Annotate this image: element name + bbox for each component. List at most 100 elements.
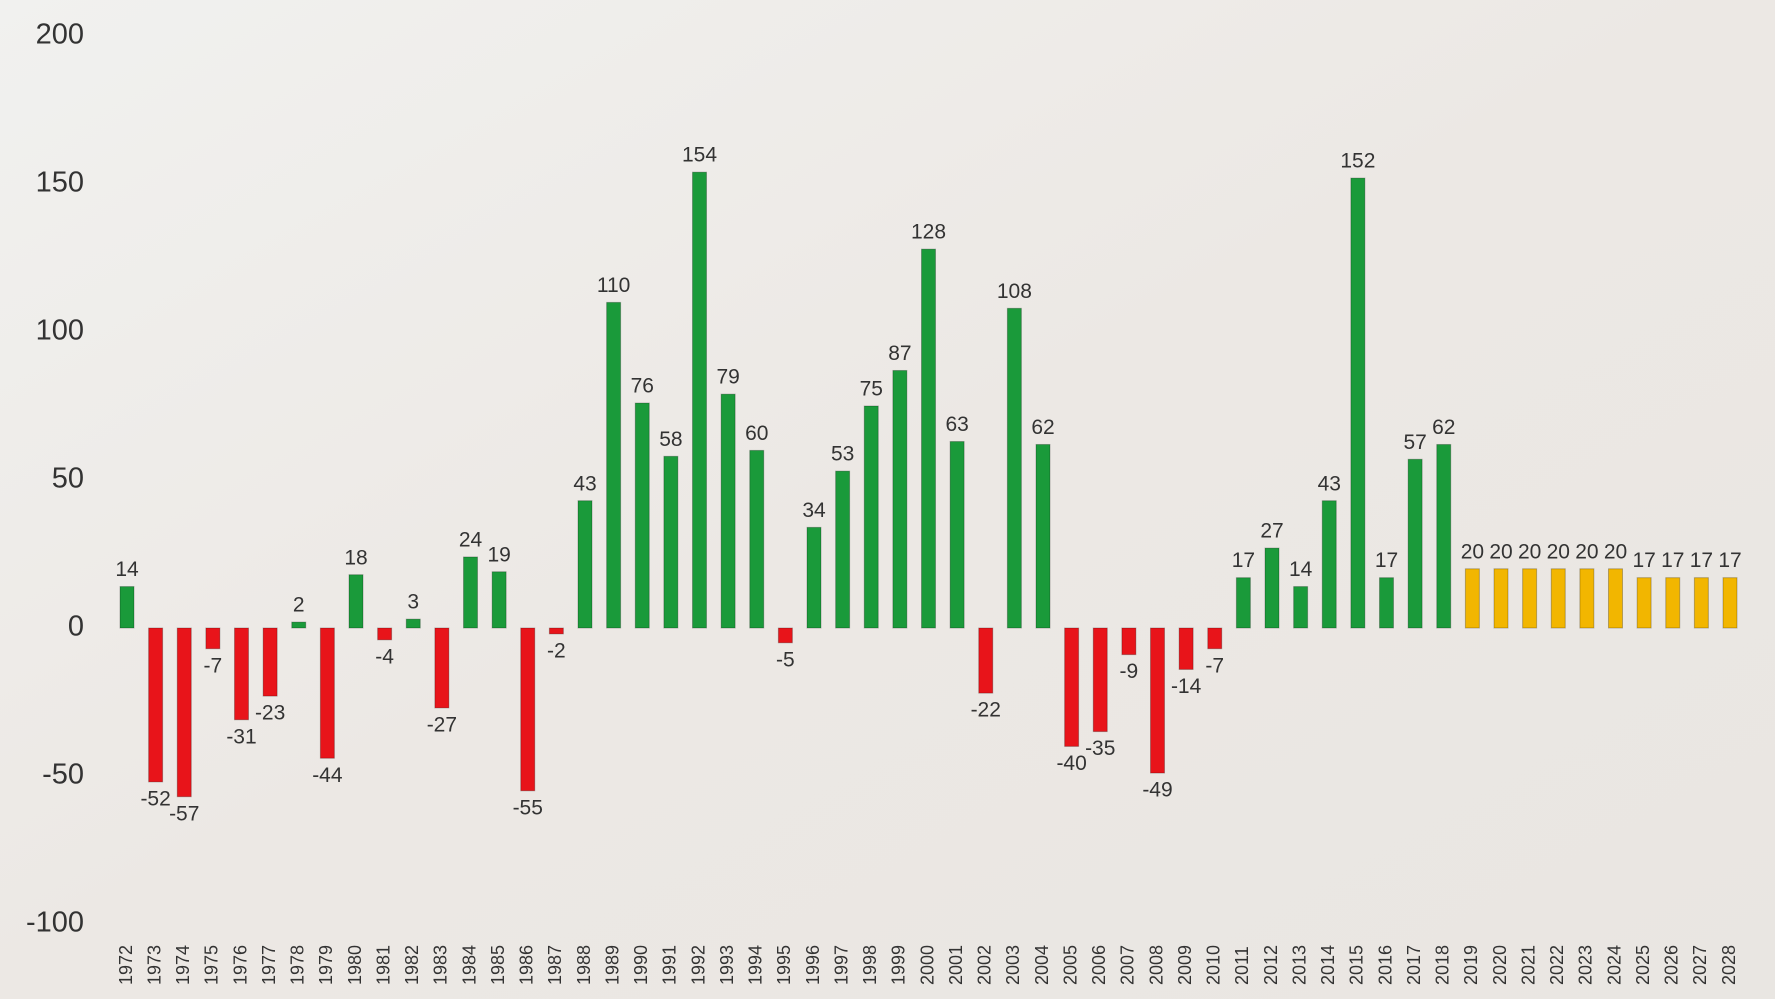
bar bbox=[892, 369, 908, 629]
value-label: 2 bbox=[293, 594, 305, 617]
value-label: 17 bbox=[1375, 549, 1398, 572]
x-tick-label: 1994 bbox=[746, 945, 766, 985]
x-tick-label: 1988 bbox=[574, 945, 594, 985]
bar bbox=[1150, 627, 1165, 774]
x-tick-label: 2008 bbox=[1146, 945, 1166, 985]
x-tick-label: 2000 bbox=[917, 945, 937, 985]
x-tick-label: 2009 bbox=[1175, 945, 1195, 985]
value-label: 14 bbox=[115, 558, 139, 581]
bar bbox=[577, 500, 593, 629]
bar bbox=[1407, 458, 1423, 629]
x-tick-label: 2003 bbox=[1003, 945, 1023, 985]
value-label: -7 bbox=[1205, 654, 1224, 677]
bar bbox=[1350, 177, 1366, 629]
bar bbox=[777, 627, 793, 644]
x-tick-label: 2024 bbox=[1604, 945, 1624, 985]
value-label: 20 bbox=[1489, 540, 1512, 563]
value-label: 43 bbox=[1318, 472, 1341, 495]
x-tick-label: 2016 bbox=[1375, 945, 1395, 985]
value-label: 62 bbox=[1432, 416, 1455, 439]
x-tick-label: 1978 bbox=[288, 945, 308, 985]
x-tick-label: 1996 bbox=[803, 945, 823, 985]
x-tick-label: 2011 bbox=[1232, 946, 1252, 985]
x-tick-label: 1977 bbox=[259, 945, 279, 985]
y-tick-label: 150 bbox=[36, 167, 84, 199]
bar bbox=[1092, 627, 1108, 733]
bar bbox=[377, 627, 393, 641]
value-label: 128 bbox=[911, 221, 946, 244]
x-tick-label: 2028 bbox=[1719, 945, 1739, 985]
bar bbox=[1064, 627, 1080, 747]
value-label: 43 bbox=[573, 472, 596, 495]
bar bbox=[921, 248, 936, 629]
bar bbox=[1608, 568, 1623, 629]
y-tick-label: 50 bbox=[52, 463, 84, 495]
bar bbox=[205, 627, 221, 650]
bar bbox=[548, 627, 564, 635]
x-tick-label: 2027 bbox=[1690, 945, 1710, 985]
value-label: -31 bbox=[226, 725, 256, 748]
x-tick-label: 2025 bbox=[1633, 945, 1653, 985]
value-label: -9 bbox=[1120, 660, 1139, 683]
x-tick-label: 1991 bbox=[660, 945, 680, 985]
bar bbox=[1722, 577, 1738, 629]
value-label: 17 bbox=[1232, 549, 1255, 572]
value-label: 17 bbox=[1718, 549, 1741, 572]
bar bbox=[1321, 500, 1337, 629]
bar bbox=[348, 574, 364, 629]
bar bbox=[291, 621, 307, 629]
x-tick-label: 2020 bbox=[1490, 945, 1510, 985]
value-label: 20 bbox=[1518, 540, 1541, 563]
value-label: -35 bbox=[1085, 737, 1115, 760]
y-tick-label: 200 bbox=[36, 19, 84, 51]
x-tick-label: 2026 bbox=[1662, 945, 1682, 985]
x-tick-label: 2017 bbox=[1404, 945, 1424, 985]
y-tick-label: -50 bbox=[42, 759, 84, 791]
bar bbox=[1493, 568, 1509, 629]
value-label: 19 bbox=[487, 543, 510, 566]
bar bbox=[1379, 577, 1394, 629]
bar bbox=[1235, 577, 1251, 629]
x-tick-label: 1992 bbox=[688, 945, 708, 985]
bar bbox=[606, 301, 622, 629]
x-tick-label: 1980 bbox=[345, 945, 365, 985]
value-label: -44 bbox=[312, 764, 343, 787]
bar bbox=[1665, 577, 1681, 629]
value-label: -49 bbox=[1142, 779, 1172, 802]
bar bbox=[119, 586, 135, 629]
value-label: -27 bbox=[427, 713, 457, 736]
value-label: 27 bbox=[1260, 520, 1283, 543]
value-label: 20 bbox=[1461, 540, 1484, 563]
value-label: -40 bbox=[1056, 752, 1086, 775]
bar bbox=[1550, 568, 1566, 629]
x-tick-label: 1986 bbox=[517, 945, 537, 985]
value-label: 76 bbox=[631, 375, 654, 398]
value-label: 3 bbox=[407, 591, 419, 614]
value-label: -22 bbox=[971, 699, 1001, 722]
value-label: -4 bbox=[375, 645, 394, 668]
value-label: 60 bbox=[745, 422, 768, 445]
bar bbox=[1693, 577, 1709, 629]
value-label: -57 bbox=[169, 802, 199, 825]
bar bbox=[1207, 627, 1223, 650]
bar bbox=[835, 470, 851, 629]
x-tick-label: 2013 bbox=[1289, 945, 1309, 985]
x-tick-label: 1974 bbox=[173, 945, 193, 985]
bar bbox=[692, 171, 707, 629]
value-label: 17 bbox=[1632, 549, 1655, 572]
value-label: 58 bbox=[659, 428, 682, 451]
value-label: -2 bbox=[547, 639, 566, 662]
bar bbox=[663, 455, 679, 629]
y-tick-label: 100 bbox=[36, 315, 84, 347]
bar bbox=[405, 618, 421, 629]
x-tick-label: 2002 bbox=[975, 945, 995, 985]
x-tick-label: 2023 bbox=[1576, 945, 1596, 985]
x-tick-label: 2012 bbox=[1261, 945, 1281, 985]
bar bbox=[1264, 547, 1280, 629]
x-tick-label: 1979 bbox=[316, 945, 336, 985]
x-tick-label: 2019 bbox=[1461, 945, 1481, 985]
bar bbox=[1035, 443, 1051, 629]
bar bbox=[234, 627, 249, 721]
value-label: 87 bbox=[888, 342, 911, 365]
